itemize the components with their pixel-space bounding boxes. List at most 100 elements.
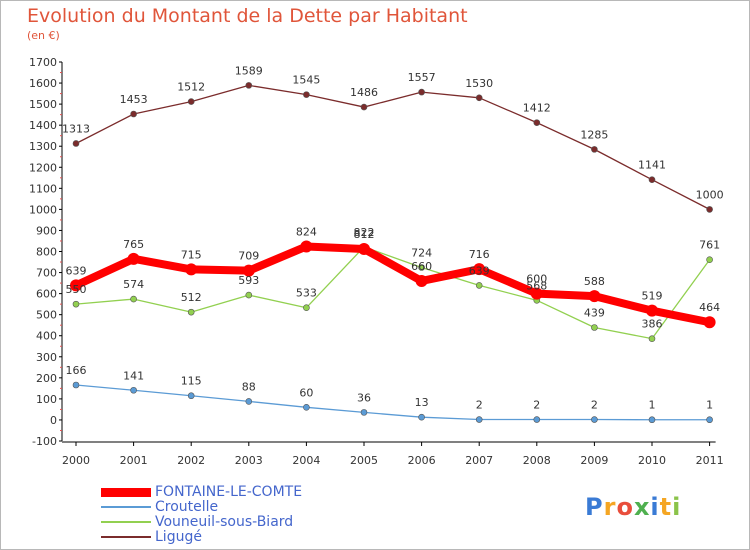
data-label: 1000 <box>696 188 724 201</box>
data-label: 1141 <box>638 159 666 172</box>
data-label: 512 <box>181 291 202 304</box>
y-tick-label: 700 <box>36 267 57 280</box>
data-label: 1486 <box>350 86 378 99</box>
legend-swatch <box>101 506 151 508</box>
data-point <box>127 252 140 265</box>
data-point <box>591 324 598 331</box>
data-point <box>646 304 658 317</box>
data-label: 761 <box>699 239 720 252</box>
data-label: 1512 <box>177 81 205 94</box>
data-point <box>475 282 483 289</box>
data-point <box>591 416 598 423</box>
y-tick-label: 200 <box>36 372 57 385</box>
legend-label: Vouneuil-sous-Biard <box>155 514 294 530</box>
x-tick-label: 2011 <box>696 454 724 467</box>
data-label: 639 <box>469 264 490 277</box>
data-label: 2 <box>533 399 540 412</box>
data-label: 574 <box>123 278 144 291</box>
y-tick-label: 1300 <box>29 140 57 153</box>
logo-letter: o <box>616 493 634 521</box>
data-point <box>418 413 425 421</box>
y-tick-label: 600 <box>36 288 57 301</box>
data-point <box>187 308 195 316</box>
data-point <box>358 242 370 255</box>
y-tick-label: 1400 <box>29 119 57 132</box>
y-tick-label: 1500 <box>29 98 57 111</box>
data-label: 660 <box>411 260 432 273</box>
legend-label: Croutelle <box>155 499 219 515</box>
data-label: 1 <box>649 399 656 412</box>
logo-letter: x <box>633 493 651 521</box>
data-label: 600 <box>526 273 547 286</box>
data-point <box>300 240 313 253</box>
data-label: 1530 <box>465 77 493 90</box>
data-point <box>648 176 656 184</box>
series-line-2 <box>75 246 711 340</box>
data-point <box>360 103 368 111</box>
data-point <box>245 398 253 405</box>
data-point <box>130 386 137 394</box>
data-label: 724 <box>411 247 432 260</box>
y-tick-label: 1000 <box>29 203 57 216</box>
data-label: 166 <box>66 364 87 377</box>
logo-letter: t <box>659 493 673 521</box>
data-point <box>130 295 137 303</box>
data-point <box>648 335 656 342</box>
y-tick-label: 300 <box>36 351 57 364</box>
data-label: 812 <box>354 228 375 241</box>
x-tick-label: 2006 <box>408 454 436 467</box>
data-point <box>242 264 255 277</box>
y-tick-label: 1100 <box>29 182 57 195</box>
legend-swatch <box>101 488 151 497</box>
data-label: 60 <box>299 386 313 399</box>
legend-swatch <box>101 521 151 523</box>
y-tick-label: 800 <box>36 246 57 259</box>
data-point <box>475 416 483 423</box>
data-point <box>187 392 195 400</box>
logo-letter: i <box>650 493 660 521</box>
data-point <box>72 300 80 308</box>
data-label: 1313 <box>62 122 90 135</box>
data-point <box>72 381 80 389</box>
data-point <box>360 409 368 416</box>
legend-label: Ligugé <box>155 529 202 545</box>
data-label: 2 <box>476 399 483 412</box>
data-point <box>303 304 310 312</box>
data-label: 716 <box>469 248 490 261</box>
data-label: 550 <box>66 283 87 296</box>
data-label: 639 <box>66 264 87 277</box>
x-tick-label: 2003 <box>235 454 263 467</box>
chart-unit: (en €) <box>27 29 60 42</box>
data-point <box>533 416 541 423</box>
data-point <box>70 279 82 292</box>
data-point <box>648 416 656 424</box>
y-tick-label: 1700 <box>29 56 57 69</box>
legend-label: FONTAINE-LE-COMTE <box>155 484 303 500</box>
data-label: 568 <box>526 279 547 292</box>
axes: -100010020030040050060070080090010001100… <box>29 56 724 467</box>
x-tick-label: 2007 <box>465 454 493 467</box>
x-tick-label: 2005 <box>350 454 378 467</box>
y-tick-label: 1600 <box>29 77 57 90</box>
data-point <box>591 146 598 153</box>
x-tick-label: 2010 <box>638 454 666 467</box>
y-tick-label: -100 <box>32 435 57 448</box>
data-point <box>588 290 601 303</box>
data-label: 588 <box>584 275 605 288</box>
data-point <box>418 264 425 271</box>
data-point <box>245 82 253 89</box>
data-point <box>533 119 541 126</box>
series-line-3 <box>75 84 710 210</box>
data-label: 824 <box>296 225 317 238</box>
data-label: 593 <box>238 274 259 287</box>
data-label: 88 <box>242 380 256 393</box>
data-label: 1412 <box>523 102 551 115</box>
data-point <box>473 263 486 276</box>
data-point <box>72 140 80 147</box>
data-point <box>185 263 198 276</box>
data-label: 1589 <box>235 64 263 77</box>
x-tick-label: 2004 <box>292 454 320 467</box>
data-label: 519 <box>642 290 663 303</box>
x-tick-label: 2009 <box>580 454 608 467</box>
